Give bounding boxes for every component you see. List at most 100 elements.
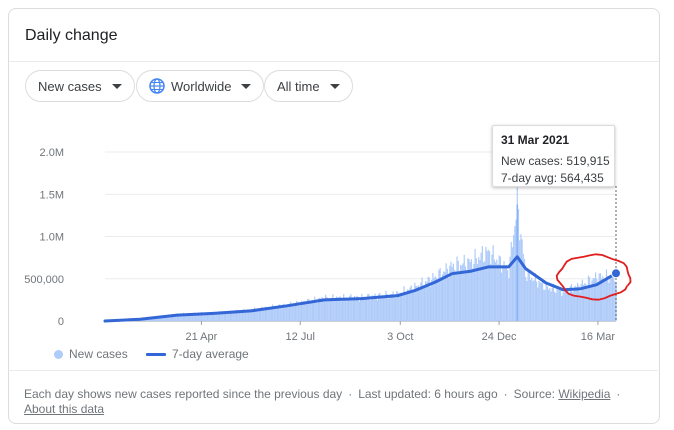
legend-item-new-cases[interactable]: New cases [54,347,128,361]
about-data-link[interactable]: About this data [24,402,105,416]
bar [390,294,392,321]
bar [212,312,215,321]
bar [317,298,320,321]
bar [414,282,416,321]
source-link[interactable]: Wikipedia [558,387,611,401]
bar [574,285,576,321]
bar [458,270,461,321]
region-dropdown[interactable]: Worldwide [136,70,265,102]
legend-dot-icon [54,349,63,359]
range-dropdown[interactable]: All time [264,70,353,102]
bar [417,285,420,321]
bar [300,300,303,321]
bar [528,272,530,321]
bar [325,294,327,321]
bar [278,304,280,321]
bar [179,314,181,321]
bar [208,312,210,321]
bar [227,313,229,321]
bar [174,315,176,321]
bar [171,314,174,321]
bar [392,291,394,321]
bar [323,300,326,321]
bar [451,266,453,321]
bar-spike [516,204,519,321]
bar [573,289,575,321]
bar [399,292,401,321]
bar [557,290,559,321]
bar [376,300,379,321]
bar [434,276,436,321]
chart-tooltip: 31 Mar 2021 New cases: 519,915 7-day avg… [492,125,615,187]
card-title: Daily change [25,27,118,44]
bar [570,283,573,321]
bar [312,300,315,321]
bar [490,264,492,321]
bar [344,297,346,321]
bar [243,309,245,321]
bar [421,277,423,321]
bar [438,269,440,321]
bar [413,290,415,321]
globe-icon [149,78,165,94]
metric-dropdown[interactable]: New cases [25,70,135,102]
bar [265,307,268,321]
bar [403,286,405,321]
bar [408,289,410,321]
bar [225,311,227,321]
bar [492,245,494,321]
bar [452,263,454,321]
bar [416,286,418,321]
bar [185,314,187,321]
legend-label-average: 7-day average [172,347,249,361]
x-tick-label: 24 Dec [482,331,517,343]
bar [449,265,451,321]
bar [463,254,465,321]
bar [222,311,224,321]
bar [374,293,376,321]
bar [513,235,515,321]
bar [292,304,294,321]
bar [496,259,498,321]
bar [361,293,363,321]
bar [314,296,316,321]
bar [238,312,240,321]
bar [382,297,385,321]
bar [450,261,452,321]
bar [464,266,467,321]
bar [368,294,370,321]
bar [491,254,493,321]
bar [274,307,276,321]
bar [398,294,400,321]
bar [363,297,365,321]
bar [198,314,200,321]
bar [273,307,275,321]
bar [356,295,358,321]
bar [439,267,441,321]
bar [262,309,264,321]
bar [468,259,470,321]
legend-item-average[interactable]: 7-day average [146,347,249,361]
separator: · [503,387,508,401]
bar [338,297,340,321]
bar [486,250,488,321]
bar [494,262,497,321]
bar [253,307,256,321]
bar [327,299,329,321]
bar [380,296,382,321]
bar [206,312,209,321]
bar [200,312,203,321]
bar [167,316,169,321]
bar [251,310,253,321]
bar [252,310,254,321]
bar [554,291,556,321]
y-tick-label: 500,000 [24,274,64,286]
tooltip-date: 31 Mar 2021 [501,133,570,147]
bar [411,292,414,321]
bar [282,303,285,321]
bar [581,279,583,321]
bar [586,285,588,321]
bar [187,313,189,321]
tooltip-avg: 7-day avg: 564,435 [501,171,604,185]
